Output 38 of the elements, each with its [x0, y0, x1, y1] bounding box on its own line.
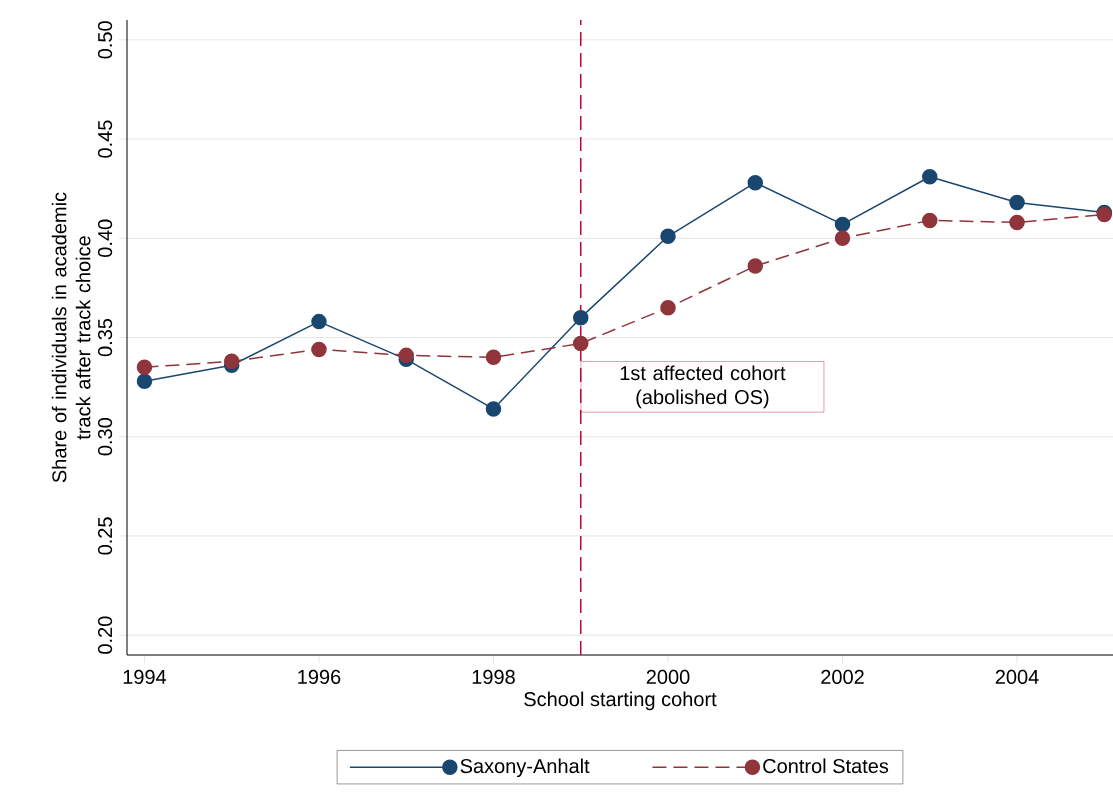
point — [834, 216, 851, 233]
point — [747, 174, 764, 191]
y-tick-label: 0.25 — [97, 517, 113, 555]
y-tick-label: 0.40 — [97, 219, 113, 257]
x-tick-label: 1996 — [298, 669, 341, 685]
x-tick-label: 1994 — [123, 669, 167, 685]
y-tick-label: 0.30 — [97, 418, 113, 456]
point — [223, 353, 240, 370]
point — [485, 401, 502, 417]
y-axis-title: Share of individuals in academic track after track choice — [51, 192, 91, 483]
point — [136, 359, 153, 376]
point — [660, 228, 676, 245]
x-axis-title: School starting cohort — [524, 691, 717, 711]
point — [922, 212, 938, 229]
point — [747, 258, 764, 274]
point — [485, 349, 502, 366]
x-tick-label: 2000 — [646, 669, 690, 685]
point — [572, 309, 589, 326]
x-tick-label: 2004 — [995, 669, 1039, 685]
point — [1009, 214, 1025, 231]
point — [834, 230, 851, 247]
point — [1009, 194, 1025, 211]
y-tick-label: 0.45 — [97, 120, 113, 158]
point — [660, 299, 676, 316]
point — [311, 313, 327, 330]
point — [136, 373, 153, 389]
y-tick-label: 0.20 — [97, 616, 113, 654]
legend-label: Control States — [763, 758, 889, 774]
point — [922, 169, 938, 185]
point — [572, 335, 589, 352]
y-tick-label: 0.35 — [97, 318, 113, 357]
point — [311, 341, 327, 358]
x-tick-label: 1998 — [472, 669, 515, 685]
legend-label: Saxony-Anhalt — [460, 758, 590, 778]
y-tick-label: 0.50 — [97, 21, 113, 59]
point — [398, 347, 414, 364]
x-tick-label: 2002 — [821, 669, 864, 685]
ref-line-label: 1st affected cohort (abolished OS) — [620, 365, 786, 409]
